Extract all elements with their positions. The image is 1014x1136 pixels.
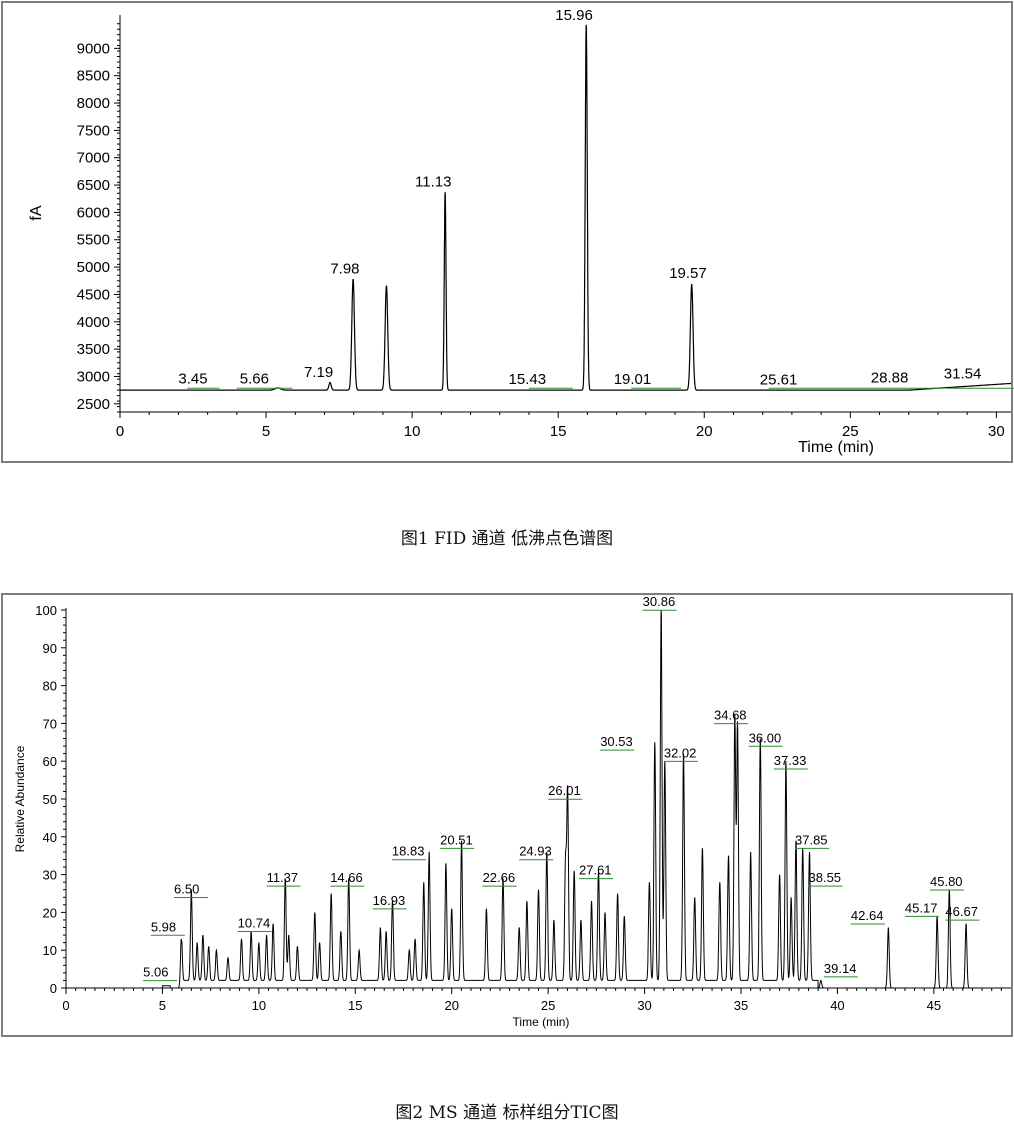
y-axis-title: Relative Abundance [13, 745, 27, 852]
peak-label-10-74: 10.74 [238, 916, 271, 931]
peak-label-5-06: 5.06 [143, 965, 168, 980]
peak-label-19-01: 19.01 [614, 371, 652, 388]
x-tick-label-20: 20 [696, 423, 713, 440]
x-tick-label-0: 0 [116, 423, 124, 440]
x-tick-label-40: 40 [830, 998, 844, 1013]
x-tick-label-10: 10 [252, 998, 266, 1013]
x-tick-label-0: 0 [62, 998, 69, 1013]
x-tick-label-25: 25 [842, 423, 859, 440]
peak-label-11-13: 11.13 [415, 174, 451, 191]
y-tick-label-0: 0 [50, 981, 57, 996]
peak-label-30-53: 30.53 [600, 734, 633, 749]
peak-label-28-88: 28.88 [871, 369, 909, 386]
peak-label-37-33: 37.33 [774, 753, 807, 768]
peak-label-45-80: 45.80 [930, 874, 963, 889]
y-tick-label-5000: 5000 [77, 259, 110, 276]
y-tick-label-6000: 6000 [77, 204, 110, 221]
fid-chromatogram-panel: 2500 3000 3500 4000 4500 5000 5500 6000 6500 7000… [0, 0, 1014, 464]
x-axis-title: Time (min) [798, 439, 874, 456]
y-tick-label-7000: 7000 [77, 150, 110, 167]
x-tick-label-30: 30 [988, 423, 1005, 440]
peak-label-32-02: 32.02 [664, 745, 697, 760]
peak-label-27-61: 27.61 [579, 863, 612, 878]
peak-label-37-85: 37.85 [795, 832, 828, 847]
peak-label-36-00: 36.00 [749, 730, 782, 745]
y-tick-label-7500: 7500 [77, 122, 110, 139]
peak-label-16-93: 16.93 [373, 893, 406, 908]
peak-label-15-96: 15.96 [555, 7, 593, 24]
ms-tic-chart: 0 10 20 30 40 50 60 70 80 90 100 0 5 10 15 20 25 30 35 40 45… [13, 594, 1011, 1029]
y-tick-label-2500: 2500 [77, 396, 110, 413]
peak-label-5-98: 5.98 [151, 919, 176, 934]
peak-label-25-61: 25.61 [760, 372, 798, 389]
y-tick-label-70: 70 [43, 716, 57, 731]
peak-label-46-67: 46.67 [945, 904, 978, 919]
peak-label-24-93: 24.93 [519, 844, 552, 859]
ms-tic-panel: 0 10 20 30 40 50 60 70 80 90 100 0 5 10 15 20 25 30 35 40 45… [0, 592, 1014, 1038]
x-tick-label-10: 10 [404, 423, 421, 440]
y-tick-label-10: 10 [43, 943, 57, 958]
fid-trace-line [120, 24, 1012, 391]
peak-label-38-55: 38.55 [809, 870, 842, 885]
y-axis-title: fA [28, 205, 45, 220]
y-tick-label-5500: 5500 [77, 232, 110, 249]
y-tick-label-4500: 4500 [77, 286, 110, 303]
peak-label-31-54: 31.54 [944, 366, 982, 383]
y-tick-label-50: 50 [43, 792, 57, 807]
y-tick-label-3000: 3000 [77, 368, 110, 385]
y-tick-label-90: 90 [43, 641, 57, 656]
y-tick-label-9000: 9000 [77, 40, 110, 57]
x-tick-label-5: 5 [262, 423, 270, 440]
peak-label-15-43: 15.43 [509, 371, 547, 388]
x-tick-label-25: 25 [541, 998, 555, 1013]
ms-tic-trace-line [143, 609, 1011, 989]
figure-2-caption: 图2 MS 通道 标样组分TIC图 [395, 1103, 619, 1123]
x-tick-label-35: 35 [734, 998, 748, 1013]
peak-label-45-17: 45.17 [905, 900, 938, 915]
x-tick-label-30: 30 [637, 998, 651, 1013]
peak-label-42-64: 42.64 [851, 908, 884, 923]
x-tick-label-15: 15 [348, 998, 362, 1013]
peak-label-5-66: 5.66 [240, 371, 269, 388]
y-tick-label-60: 60 [43, 754, 57, 769]
peak-label-11-37: 11.37 [267, 870, 299, 885]
peak-label-39-14: 39.14 [824, 961, 857, 976]
y-tick-label-100: 100 [35, 603, 57, 618]
y-tick-label-40: 40 [43, 830, 57, 845]
y-tick-label-6500: 6500 [77, 177, 110, 194]
peak-label-6-50: 6.50 [174, 882, 199, 897]
peak-label-18-83: 18.83 [392, 844, 425, 859]
y-tick-label-3500: 3500 [77, 341, 110, 358]
peak-label-30-86: 30.86 [643, 594, 676, 609]
peak-label-7-19: 7.19 [304, 364, 333, 381]
peak-label-14-66: 14.66 [330, 870, 363, 885]
x-axis-title: Time (min) [513, 1015, 570, 1029]
y-tick-label-8000: 8000 [77, 95, 110, 112]
fid-chromatogram-chart: 2500 3000 3500 4000 4500 5000 5500 6000 6500 7000… [28, 7, 1014, 456]
y-tick-label-20: 20 [43, 905, 57, 920]
peak-label-3-45: 3.45 [178, 371, 207, 388]
y-tick-label-8500: 8500 [77, 68, 110, 85]
peak-label-26-01: 26.01 [548, 783, 581, 798]
y-tick-label-30: 30 [43, 868, 57, 883]
x-tick-label-15: 15 [550, 423, 567, 440]
x-tick-label-20: 20 [444, 998, 458, 1013]
figure-1-caption: 图1 FID 通道 低沸点色谱图 [400, 529, 614, 549]
x-tick-label-45: 45 [927, 998, 941, 1013]
peak-label-22-66: 22.66 [483, 870, 516, 885]
y-tick-label-80: 80 [43, 679, 57, 694]
y-tick-label-4000: 4000 [77, 314, 110, 331]
x-tick-label-5: 5 [159, 998, 166, 1013]
peak-label-7-98: 7.98 [330, 261, 359, 278]
peak-label-34-68: 34.68 [714, 708, 747, 723]
peak-label-19-57: 19.57 [669, 265, 707, 282]
peak-label-20-51: 20.51 [440, 832, 473, 847]
